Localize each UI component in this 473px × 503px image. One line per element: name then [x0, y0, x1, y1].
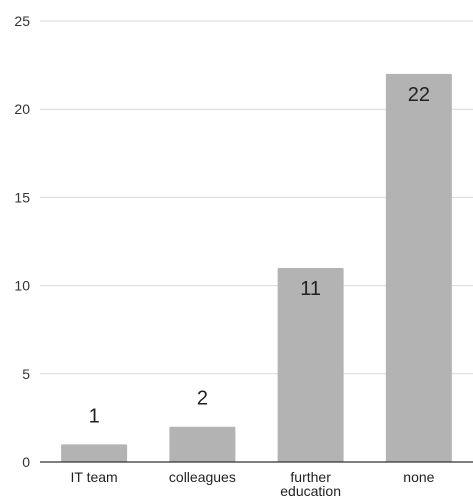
x-tick-label: none [403, 469, 434, 485]
y-tick-label: 10 [14, 278, 30, 294]
y-tick-label: 15 [14, 189, 30, 205]
x-tick-label: further education [280, 469, 341, 499]
labels: 0 5 10 15 20 25 1 IT team 2 colleagues 11 further ed… [14, 13, 434, 499]
bar [386, 74, 452, 462]
x-tick-label: IT team [71, 469, 118, 485]
y-tick-label: 20 [14, 101, 30, 117]
x-tick-label-line: colleagues [169, 469, 236, 485]
y-tick-label: 0 [22, 454, 30, 470]
data-label: 1 [89, 405, 100, 427]
y-tick-label: 5 [22, 366, 30, 382]
bar [169, 427, 235, 462]
data-label: 2 [197, 388, 208, 410]
data-label: 22 [408, 84, 430, 106]
y-tick-label: 25 [14, 13, 30, 29]
data-label: 11 [300, 278, 321, 300]
x-tick-label-line: none [403, 469, 434, 485]
bar [61, 444, 127, 462]
x-tick-label: colleagues [169, 469, 236, 485]
x-tick-label-line: education [280, 483, 341, 499]
x-tick-label-line: IT team [71, 469, 118, 485]
bars [61, 74, 452, 462]
